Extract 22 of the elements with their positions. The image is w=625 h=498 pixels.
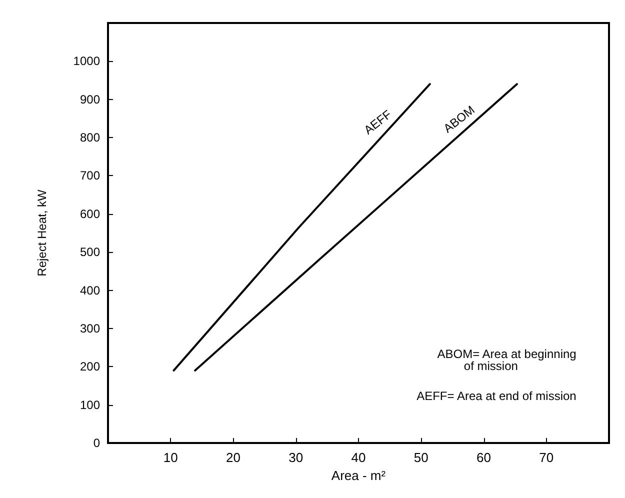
y-axis-title: Reject Heat, kW: [35, 188, 49, 276]
y-tick-label: 0: [93, 436, 100, 450]
x-tick-label: 20: [226, 450, 240, 465]
x-tick-label: 30: [288, 450, 304, 465]
y-tick-label: 900: [80, 92, 100, 106]
annotation: ABOM= Area at beginning of mission: [437, 347, 576, 373]
y-tick-label: 1000: [73, 54, 100, 68]
x-axis-title: Area - m²: [331, 468, 386, 483]
y-tick-label: 400: [80, 283, 100, 298]
x-tick-label: 60: [476, 450, 491, 465]
y-tick-label: 500: [80, 245, 100, 260]
y-tick-label: 100: [80, 398, 100, 412]
y-tick-label: 600: [80, 206, 100, 221]
x-tick-label: 70: [539, 450, 554, 465]
annotation: AEFF= Area at end of mission: [416, 389, 576, 403]
y-tick-label: 200: [80, 360, 100, 374]
y-tick-label: 800: [80, 130, 100, 145]
x-tick-label: 10: [163, 450, 178, 465]
y-tick-label: 300: [80, 321, 100, 336]
y-tick-label: 700: [80, 168, 100, 183]
x-tick-label: 40: [351, 450, 366, 465]
x-tick-label: 50: [414, 450, 428, 465]
